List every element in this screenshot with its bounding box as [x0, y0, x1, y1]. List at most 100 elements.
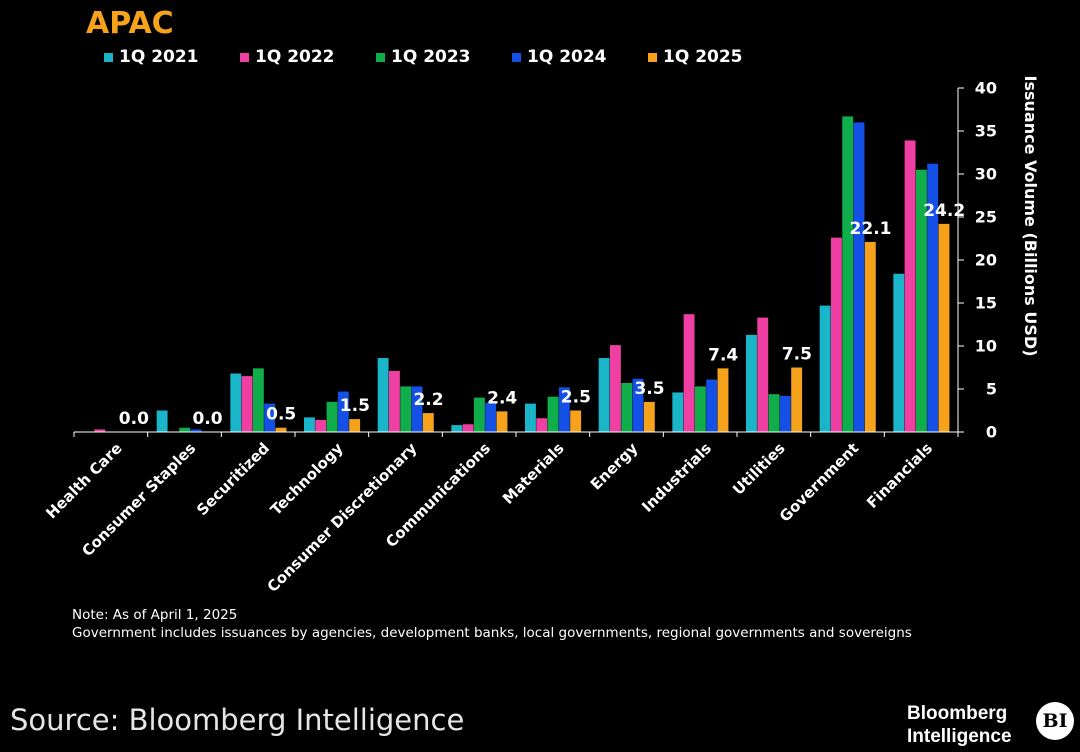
brand-name: Bloomberg Intelligence: [907, 702, 1012, 748]
y-tick-label: 30: [975, 165, 997, 184]
note-line: Government includes issuances by agencie…: [72, 625, 912, 641]
bar: [904, 140, 916, 432]
data-label: 0.5: [266, 405, 296, 425]
bar: [746, 334, 757, 432]
data-label: 22.1: [850, 219, 892, 239]
source-text: Source: Bloomberg Intelligence: [10, 703, 465, 737]
bar: [791, 367, 803, 432]
x-tick-label: Health Care: [42, 439, 125, 522]
y-tick-label: 15: [975, 294, 997, 313]
data-label: 7.5: [782, 345, 812, 365]
x-tick-label: Securitized: [193, 439, 273, 519]
bar: [388, 370, 400, 432]
bar: [706, 379, 718, 432]
bar: [768, 394, 780, 432]
bar: [264, 403, 276, 432]
y-tick-label: 5: [986, 380, 997, 399]
y-tick-label: 0: [986, 423, 997, 442]
y-tick-label: 20: [975, 251, 997, 270]
bar: [632, 378, 644, 432]
x-tick-label: Utilities: [729, 439, 789, 499]
bar: [411, 386, 423, 432]
legend-label: 1Q 2024: [527, 47, 607, 67]
bar: [241, 376, 253, 432]
legend-item-1q-2022: 1Q 2022: [240, 47, 376, 67]
legend-item-1q-2024: 1Q 2024: [512, 47, 648, 67]
legend-label: 1Q 2022: [255, 47, 335, 67]
legend-label: 1Q 2023: [391, 47, 471, 67]
bar: [598, 358, 610, 432]
y-tick-label: 10: [975, 337, 997, 356]
bar: [927, 163, 939, 432]
bi-logo-icon: BI: [1036, 702, 1074, 740]
bar: [377, 358, 389, 432]
bar: [315, 419, 327, 432]
bar: [893, 273, 905, 432]
bar: [275, 427, 287, 432]
chart-title: APAC: [86, 6, 174, 41]
bar: [915, 169, 927, 432]
bar: [938, 223, 950, 432]
data-label: 7.4: [708, 345, 738, 365]
data-label: 2.5: [561, 388, 591, 408]
x-tick-label: Industrials: [638, 439, 715, 516]
data-label: 1.5: [340, 396, 370, 416]
data-label: 2.4: [487, 388, 517, 408]
bar: [570, 410, 582, 432]
bar: [525, 403, 536, 432]
brand-line: Bloomberg: [907, 703, 1008, 724]
data-label: 0.0: [192, 409, 222, 429]
bar: [337, 391, 349, 432]
bar: [536, 418, 548, 432]
bar: [558, 387, 570, 432]
brand-line: Intelligence: [907, 726, 1012, 747]
legend-swatch: [648, 52, 657, 62]
y-tick-label: 25: [975, 208, 997, 227]
bar: [643, 401, 655, 432]
bar: [473, 397, 485, 432]
legend-swatch: [240, 52, 249, 62]
legend-swatch: [104, 52, 113, 62]
x-tick-label: Materials: [499, 439, 568, 508]
bar: [400, 386, 412, 432]
x-tick-label: Energy: [587, 439, 642, 494]
bar: [621, 382, 633, 432]
bar: [462, 424, 474, 432]
bar: [496, 411, 508, 432]
bar: [485, 402, 497, 432]
legend-label: 1Q 2021: [119, 47, 199, 67]
bar: [683, 314, 695, 432]
y-axis-title: Issuance Volume (Billions USD): [1021, 76, 1040, 357]
data-label: 0.0: [119, 409, 149, 429]
bar: [830, 237, 842, 432]
bar: [609, 345, 621, 432]
bar: [252, 368, 264, 432]
legend-label: 1Q 2025: [663, 47, 743, 67]
legend-swatch: [512, 52, 521, 62]
bar: [230, 373, 242, 432]
legend-item-1q-2021: 1Q 2021: [104, 47, 240, 67]
bar: [179, 427, 191, 432]
y-tick-label: 40: [975, 79, 997, 98]
bar: [717, 368, 729, 432]
data-label: 2.2: [413, 390, 443, 410]
bar: [94, 429, 106, 432]
data-label: 3.5: [634, 379, 664, 399]
bar: [304, 417, 315, 432]
bar: [694, 386, 706, 432]
y-tick-label: 35: [975, 122, 997, 141]
x-tick-label: Government: [776, 439, 862, 525]
bar: [819, 305, 831, 432]
bar: [326, 401, 338, 432]
bar: [422, 413, 434, 432]
bar: [757, 317, 769, 432]
bar: [864, 241, 876, 432]
legend: 1Q 2021 1Q 2022 1Q 2023 1Q 2024 1Q 2025: [104, 47, 784, 67]
legend-swatch: [376, 52, 385, 62]
x-tick-label: Technology: [267, 439, 347, 519]
legend-item-1q-2023: 1Q 2023: [376, 47, 512, 67]
bar: [156, 410, 168, 432]
bar: [547, 396, 559, 432]
x-tick-label: Financials: [863, 439, 936, 512]
bar: [672, 392, 684, 432]
